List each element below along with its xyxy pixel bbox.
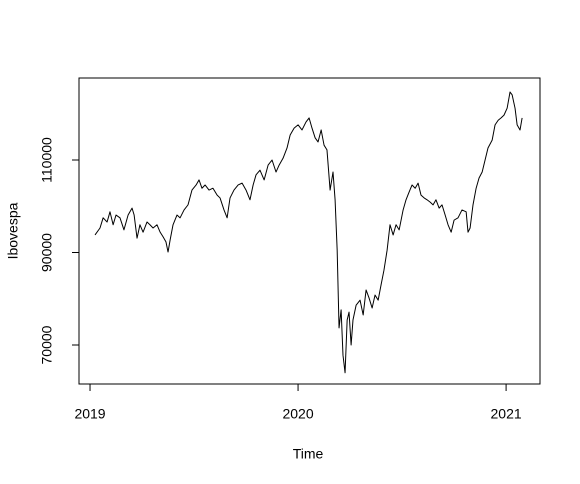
y-tick-label: 90000: [39, 233, 55, 272]
series-line: [94, 91, 523, 374]
x-tick-label: 2019: [74, 406, 105, 422]
x-tick-label: 2021: [491, 406, 522, 422]
y-tick-label: 110000: [39, 137, 55, 183]
x-axis-label: Time: [293, 446, 324, 462]
x-tick-label: 2020: [282, 406, 313, 422]
plot-frame: [78, 77, 541, 385]
y-axis-label: Ibovespa: [5, 202, 21, 259]
y-tick-label: 70000: [39, 325, 55, 364]
